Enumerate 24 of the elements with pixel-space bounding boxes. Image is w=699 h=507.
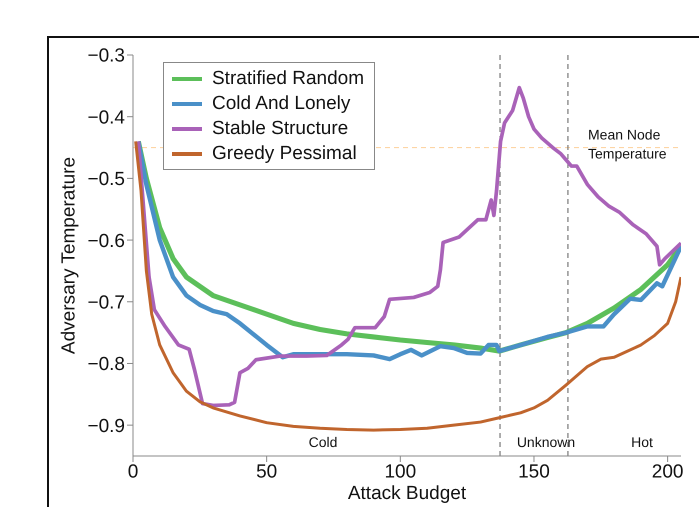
y-axis-title: Adversary Temperature: [58, 156, 80, 354]
legend-label: Stable Structure: [212, 117, 348, 141]
annotation: Cold: [308, 434, 338, 450]
annotation: Hot: [631, 434, 653, 450]
y-tick-label: −0.6: [87, 230, 125, 252]
legend-label: Greedy Pessimal: [212, 142, 357, 166]
y-tick-label: −0.5: [87, 169, 125, 190]
x-tick-label: 200: [652, 461, 684, 482]
y-tick-label: −0.7: [87, 292, 125, 314]
x-axis-title: Attack Budget: [348, 483, 467, 504]
x-tick-label: 100: [384, 461, 416, 482]
annotation: Unknown: [516, 434, 576, 450]
line-series: [136, 86, 681, 408]
x-tick-label: 0: [128, 461, 138, 482]
x-tick-label: 150: [518, 461, 550, 482]
y-tick-label: −0.3: [87, 46, 125, 67]
legend-label: Stratified Random: [212, 67, 364, 91]
line-series: [134, 140, 681, 432]
y-tick-label: −0.8: [87, 354, 125, 376]
y-tick-label: −0.9: [87, 416, 125, 437]
y-tick-label: −0.4: [87, 107, 126, 128]
x-tick-label: 50: [256, 461, 278, 482]
legend-label: Cold And Lonely: [212, 92, 350, 116]
ref-line-label: Mean Node Temperature: [588, 126, 667, 162]
